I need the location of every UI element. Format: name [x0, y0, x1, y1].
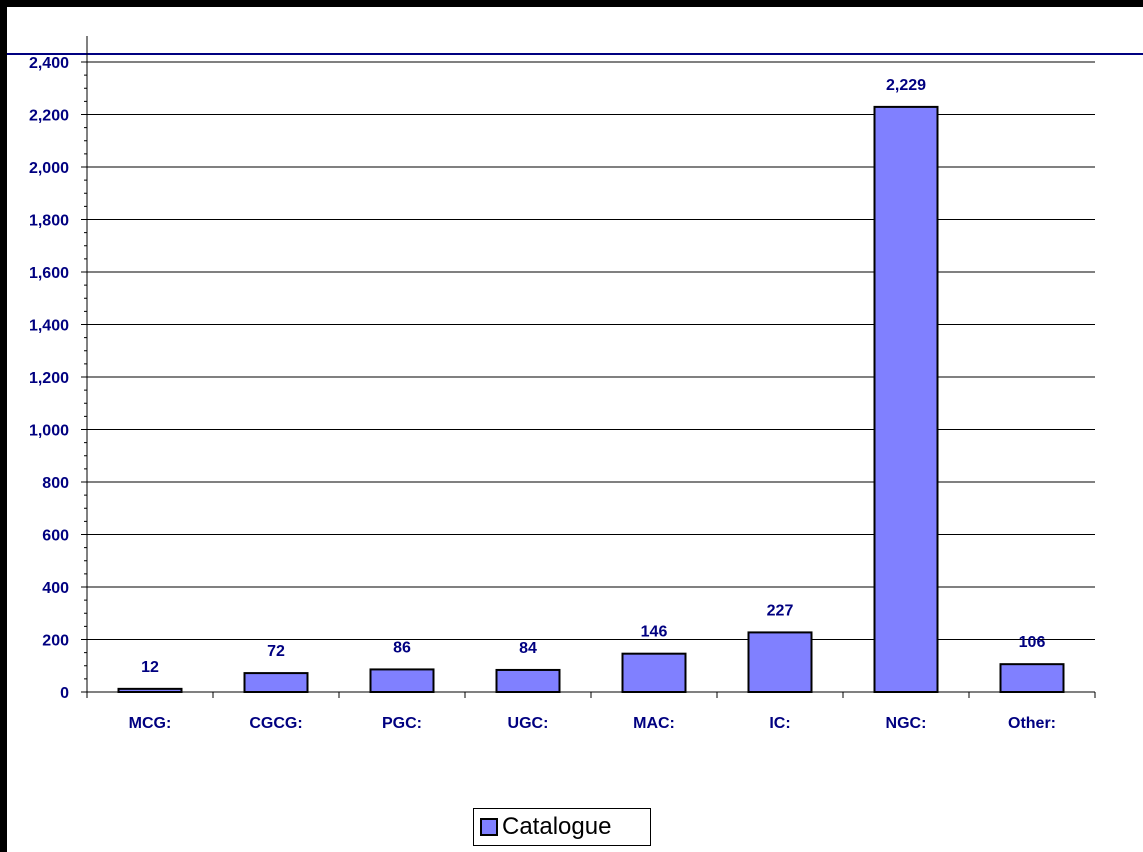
y-tick-label: 1,000 — [29, 423, 69, 440]
bar — [747, 631, 813, 693]
x-category-label: IC: — [769, 715, 790, 732]
legend-label: Catalogue — [502, 813, 612, 840]
y-tick-label: 200 — [42, 633, 69, 650]
data-label: 86 — [393, 639, 411, 656]
y-tick-label: 1,400 — [29, 318, 69, 335]
x-category-label: PGC: — [382, 715, 422, 732]
data-label: 2,229 — [886, 77, 926, 94]
legend: Catalogue — [473, 808, 651, 846]
bar — [621, 652, 687, 693]
x-category-label: NGC: — [886, 715, 927, 732]
bar — [243, 672, 309, 693]
bars — [117, 105, 1065, 694]
bar — [999, 663, 1065, 693]
bar — [873, 105, 939, 693]
data-label: 146 — [641, 624, 668, 641]
x-category-label: UGC: — [508, 715, 549, 732]
data-label: 72 — [267, 643, 285, 660]
y-tick-label: 1,800 — [29, 213, 69, 230]
data-label: 106 — [1019, 634, 1046, 651]
axes — [81, 36, 1096, 698]
y-tick-label: 1,200 — [29, 370, 69, 387]
data-label: 227 — [767, 602, 794, 619]
gridlines — [87, 61, 1095, 640]
y-tick-label: 2,200 — [29, 108, 69, 125]
bar — [495, 668, 561, 694]
x-category-label: CGCG: — [249, 715, 302, 732]
y-tick-label: 800 — [42, 475, 69, 492]
legend-swatch — [480, 818, 498, 836]
x-category-label: Other: — [1008, 715, 1056, 732]
y-tick-label: 2,400 — [29, 55, 69, 72]
y-tick-label: 2,000 — [29, 160, 69, 177]
y-tick-label: 400 — [42, 580, 69, 597]
y-tick-label: 1,600 — [29, 265, 69, 282]
y-tick-label: 0 — [60, 685, 69, 702]
x-category-label: MCG: — [129, 715, 172, 732]
x-category-label: MAC: — [633, 715, 675, 732]
bar — [117, 687, 183, 693]
y-tick-label: 600 — [42, 528, 69, 545]
data-label: 84 — [519, 640, 537, 657]
labels: 0 200 400 600 800 1,000 1,200 1,400 1,600 1,800 2,… — [29, 55, 1056, 732]
data-label: 12 — [141, 659, 159, 676]
bar — [369, 668, 435, 693]
